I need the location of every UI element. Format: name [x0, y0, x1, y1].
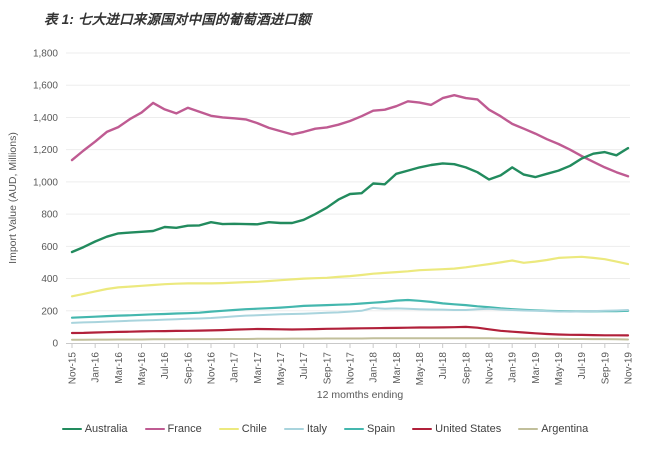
legend-label: United States	[435, 423, 502, 435]
x-tick-label: Mar-16	[114, 352, 125, 384]
legend-swatch-united-states	[412, 427, 433, 431]
legend-item-argentina: Argentina	[518, 423, 588, 435]
legend-swatch-italy	[283, 427, 304, 431]
x-tick-label: Nov-16	[207, 352, 218, 385]
x-tick-label: Jul-17	[299, 352, 310, 380]
x-tick-label: Sep-16	[183, 352, 194, 385]
legend-label: Spain	[367, 423, 396, 435]
x-tick-label: May-18	[415, 352, 426, 386]
x-tick-label: Nov-19	[624, 352, 635, 385]
x-tick-label: May-16	[137, 352, 148, 386]
legend-item-chile: Chile	[218, 423, 267, 435]
series-line-argentina	[71, 337, 629, 341]
chart-title: 表 1: 七大进口来源国对中国的葡萄酒进口额	[44, 12, 311, 27]
y-tick-label: 800	[41, 210, 58, 221]
x-tick-label: Mar-17	[253, 352, 264, 384]
legend-swatch-france	[144, 427, 165, 431]
legend-swatch-spain	[344, 427, 365, 431]
legend-label: Argentina	[541, 423, 589, 435]
y-axis-title: Import Value (AUD, Millions)	[7, 132, 19, 264]
y-tick-label: 1,400	[33, 113, 58, 124]
chart-legend: Australia France Chile Italy Spain United Sta…	[0, 419, 650, 439]
x-tick-label: Nov-17	[346, 352, 357, 385]
legend-swatch-australia	[61, 427, 82, 431]
x-tick-label: Mar-18	[392, 352, 403, 384]
x-tick-label: Jan-18	[369, 352, 380, 383]
legend-swatch-argentina	[518, 427, 539, 431]
x-tick-label: Jan-16	[91, 352, 102, 383]
x-tick-label: Jan-19	[508, 352, 519, 383]
x-tick-label: Sep-19	[600, 352, 611, 385]
wine-import-line-chart: 0 200 400 600 800 1,000 1,200 1,400 1,600 1,800 No…	[7, 49, 635, 402]
y-tick-label: 0	[52, 339, 58, 350]
x-tick-label: Nov-18	[485, 352, 496, 385]
legend-label: Australia	[84, 423, 128, 435]
legend-swatch-chile	[218, 427, 239, 431]
x-tick-label: Jul-18	[438, 352, 449, 380]
legend-item-australia: Australia	[61, 423, 128, 435]
x-tick-label: Mar-19	[531, 352, 542, 384]
y-tick-label: 1,800	[33, 49, 58, 60]
series-line-chile	[70, 255, 630, 298]
x-axis-title: 12 momths ending	[317, 389, 404, 401]
y-tick-label: 1,200	[33, 145, 58, 156]
x-tick-label: Jul-16	[160, 352, 171, 380]
y-tick-label: 600	[41, 242, 58, 253]
x-tick-label: Sep-18	[461, 352, 472, 385]
legend-item-italy: Italy	[283, 423, 328, 435]
y-tick-label: 1,600	[33, 81, 58, 92]
legend-label: France	[167, 423, 202, 435]
y-tick-label: 200	[41, 306, 58, 317]
legend-item-spain: Spain	[344, 423, 395, 435]
legend-label: Chile	[241, 423, 267, 435]
legend-item-united-states: United States	[412, 423, 501, 435]
x-tick-label: Sep-17	[322, 352, 333, 385]
series-line-france	[70, 94, 630, 178]
x-tick-label: Nov-15	[68, 352, 79, 385]
y-tick-label: 400	[41, 274, 58, 285]
series-line-australia	[70, 146, 630, 254]
series-line-italy	[71, 306, 629, 324]
x-tick-label: Jul-19	[577, 352, 588, 380]
legend-label: Italy	[306, 423, 328, 435]
series-line-united-states	[70, 325, 630, 337]
y-tick-label: 1,000	[33, 177, 58, 188]
series-line-spain	[70, 298, 630, 319]
x-tick-label: May-19	[554, 352, 565, 386]
legend-item-france: France	[144, 423, 202, 435]
x-tick-label: May-17	[276, 352, 287, 386]
x-tick-label: Jan-17	[230, 352, 241, 383]
